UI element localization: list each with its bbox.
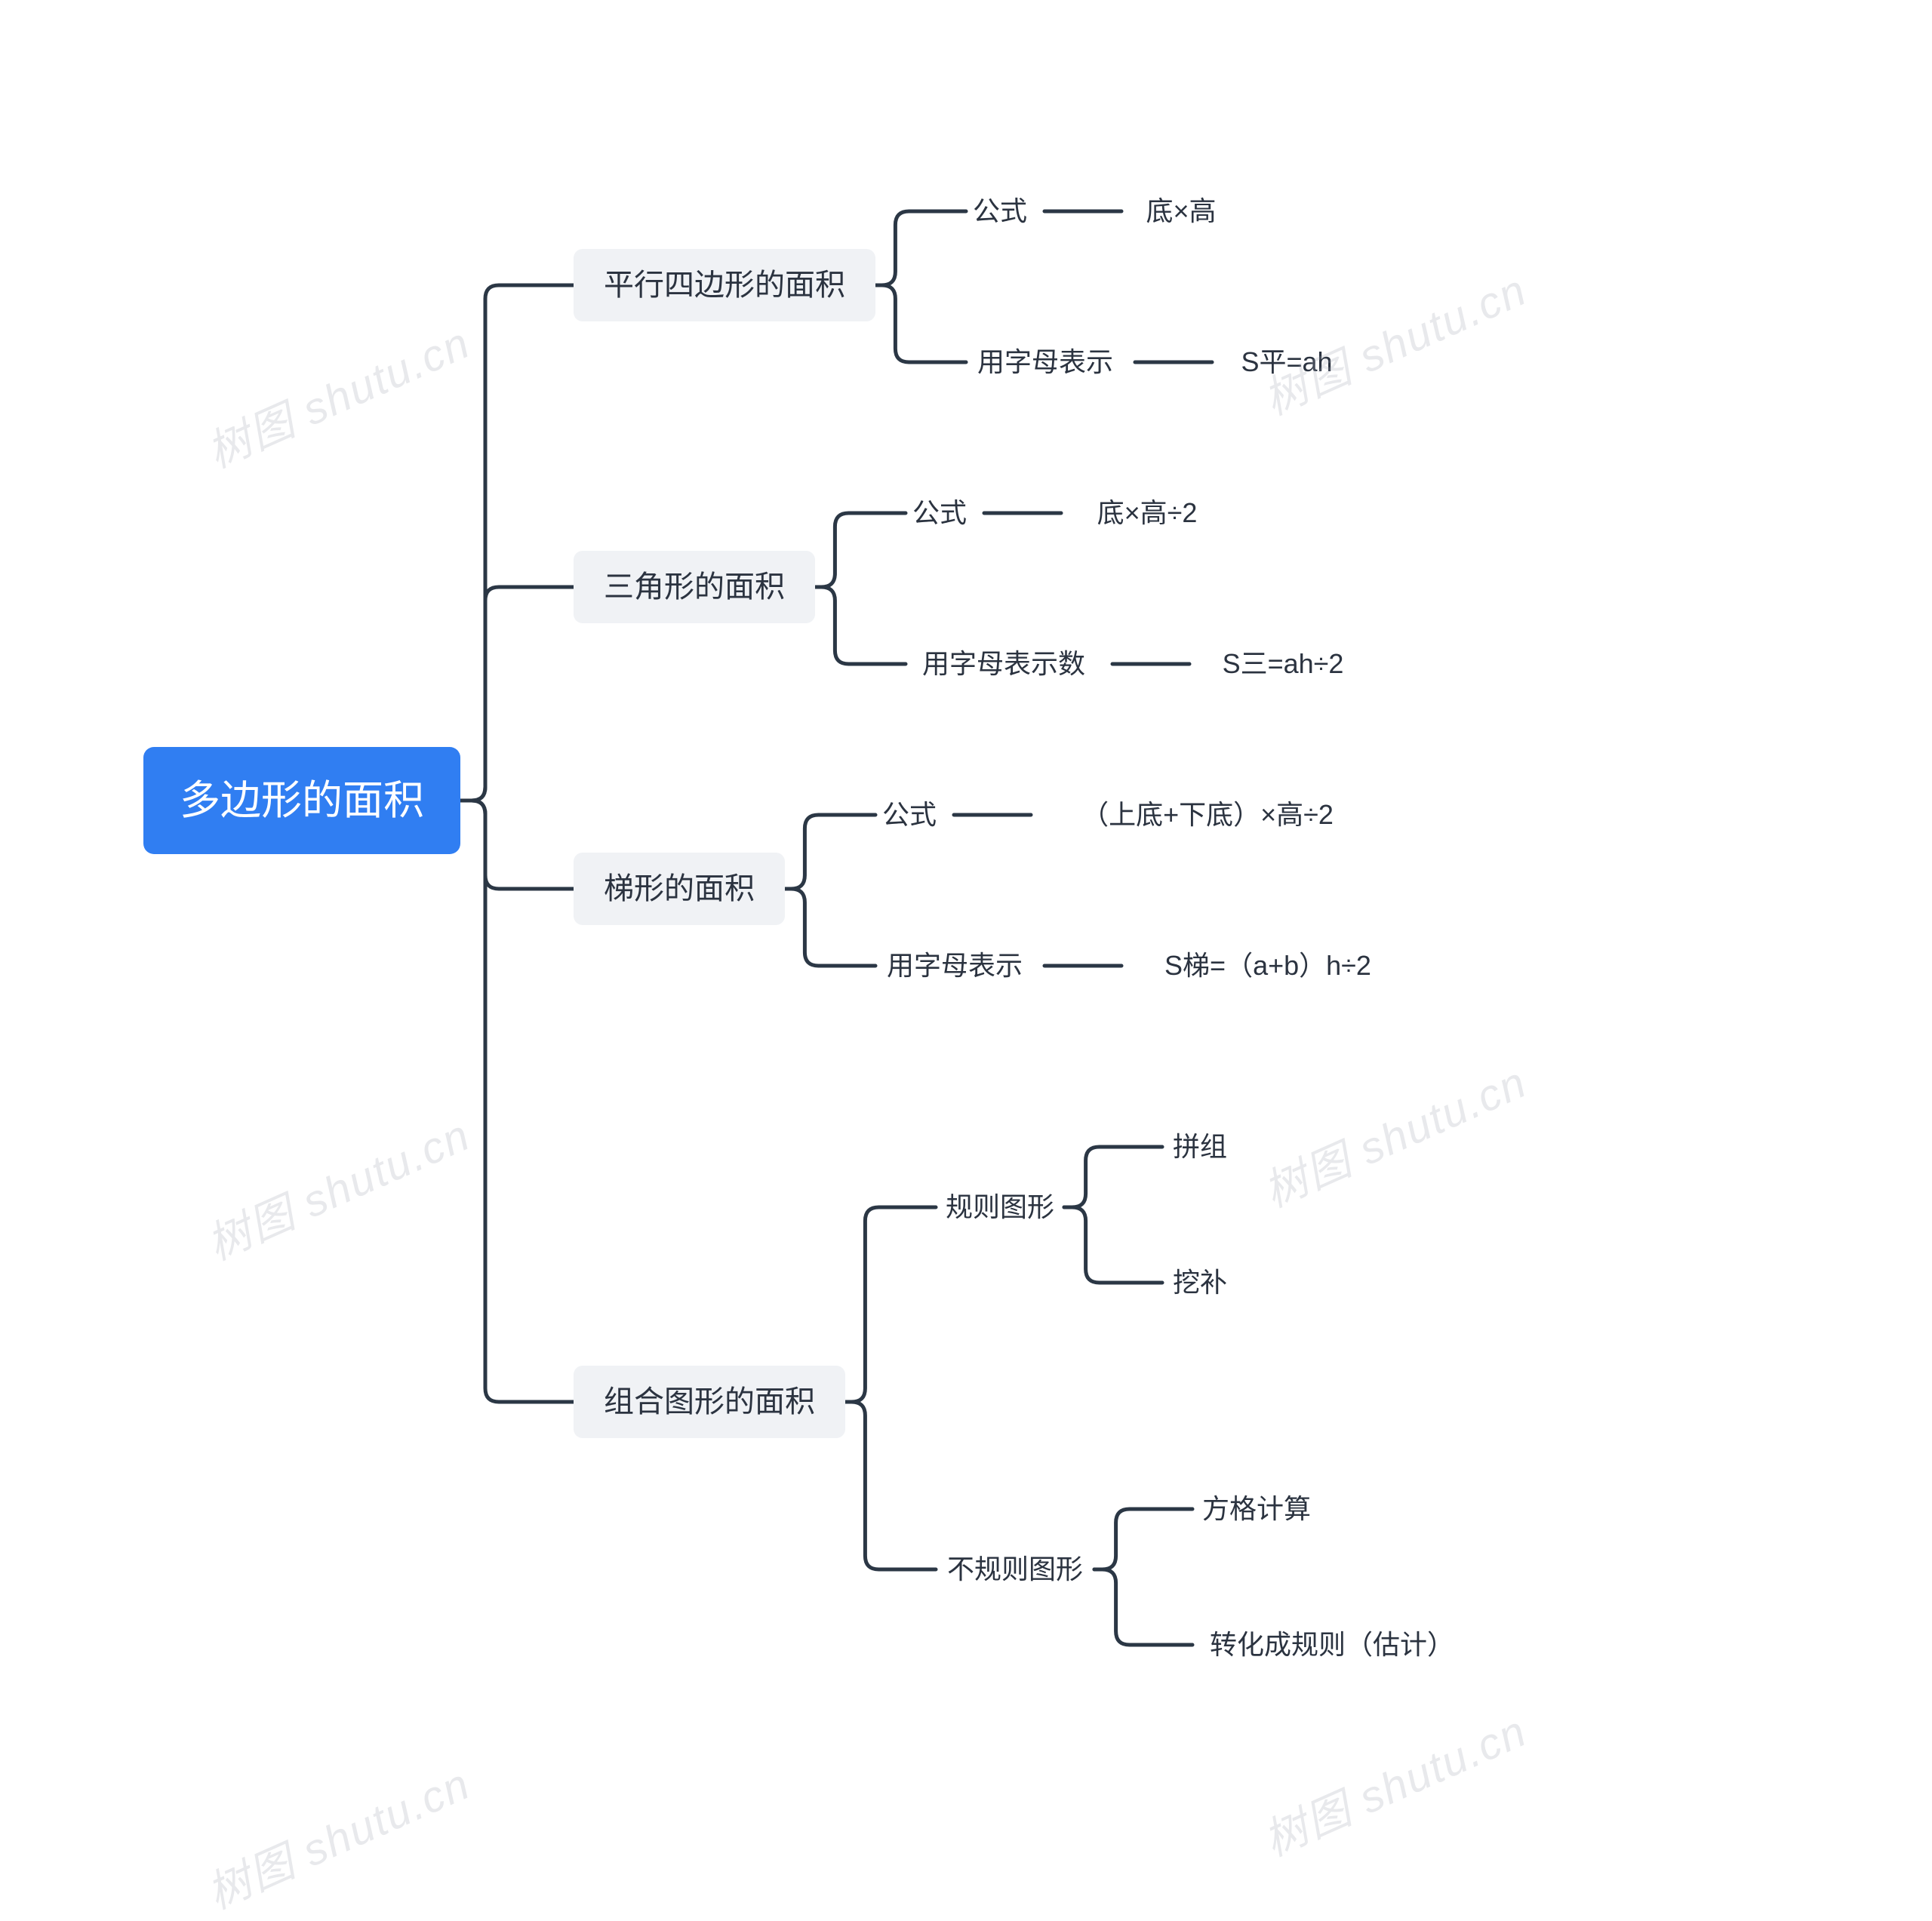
edge-n4-n4b xyxy=(845,1402,936,1569)
node-n4b1: 方格计算 xyxy=(1192,1486,1321,1532)
watermark: 树图 shutu.cn xyxy=(1252,1047,1535,1220)
node-n3: 梯形的面积 xyxy=(574,853,785,925)
edge-n4a-n4a2 xyxy=(1064,1207,1162,1283)
watermark: 树图 shutu.cn xyxy=(195,1749,478,1921)
watermark: 树图 shutu.cn xyxy=(1252,1696,1535,1869)
edge-n2-n2a xyxy=(815,513,906,587)
node-n4a2: 挖补 xyxy=(1162,1260,1238,1305)
root-node: 多边形的面积 xyxy=(143,747,460,854)
node-n1b: 用字母表示 xyxy=(966,340,1124,385)
node-n4a: 规则图形 xyxy=(936,1185,1064,1230)
node-n3b1: S梯=（a+b）h÷2 xyxy=(1132,943,1404,988)
watermark: 树图 shutu.cn xyxy=(195,1100,478,1273)
node-n4: 组合图形的面积 xyxy=(574,1366,845,1438)
node-n3b: 用字母表示 xyxy=(875,943,1034,988)
edge-root-n1 xyxy=(460,285,574,801)
node-n3a1: （上底+下底）×高÷2 xyxy=(1041,792,1374,838)
node-n1a: 公式 xyxy=(966,189,1034,234)
node-n2a: 公式 xyxy=(906,490,974,536)
node-n2: 三角形的面积 xyxy=(574,551,815,623)
node-n4b: 不规则图形 xyxy=(936,1547,1094,1592)
edge-root-n2 xyxy=(460,587,574,801)
edge-n4b-n4b2 xyxy=(1094,1569,1192,1645)
node-n3a: 公式 xyxy=(875,792,943,838)
node-n2b1: S三=ah÷2 xyxy=(1200,641,1366,687)
edge-n4a-n4a1 xyxy=(1064,1147,1162,1207)
node-n4a1: 拼组 xyxy=(1162,1124,1238,1170)
watermark: 树图 shutu.cn xyxy=(195,308,478,481)
edge-n3-n3b xyxy=(785,889,875,966)
node-n1: 平行四边形的面积 xyxy=(574,249,875,321)
edge-n4b-n4b1 xyxy=(1094,1509,1192,1569)
edge-root-n3 xyxy=(460,801,574,889)
node-n2a1: 底×高÷2 xyxy=(1072,490,1223,536)
edge-n1-n1b xyxy=(875,285,966,362)
edge-n3-n3a xyxy=(785,815,875,889)
mindmap-canvas: 多边形的面积平行四边形的面积公式底×高用字母表示S平=ah三角形的面积公式底×高… xyxy=(0,0,1932,1868)
edge-n1-n1a xyxy=(875,211,966,285)
node-n1b1: S平=ah xyxy=(1223,340,1351,385)
node-n1a1: 底×高 xyxy=(1132,189,1230,234)
node-n4b2: 转化成规则（估计） xyxy=(1192,1622,1472,1667)
edge-root-n4 xyxy=(460,801,574,1402)
edge-n2-n2b xyxy=(815,587,906,664)
node-n2b: 用字母表示数 xyxy=(906,641,1102,687)
edge-n4-n4a xyxy=(845,1207,936,1402)
